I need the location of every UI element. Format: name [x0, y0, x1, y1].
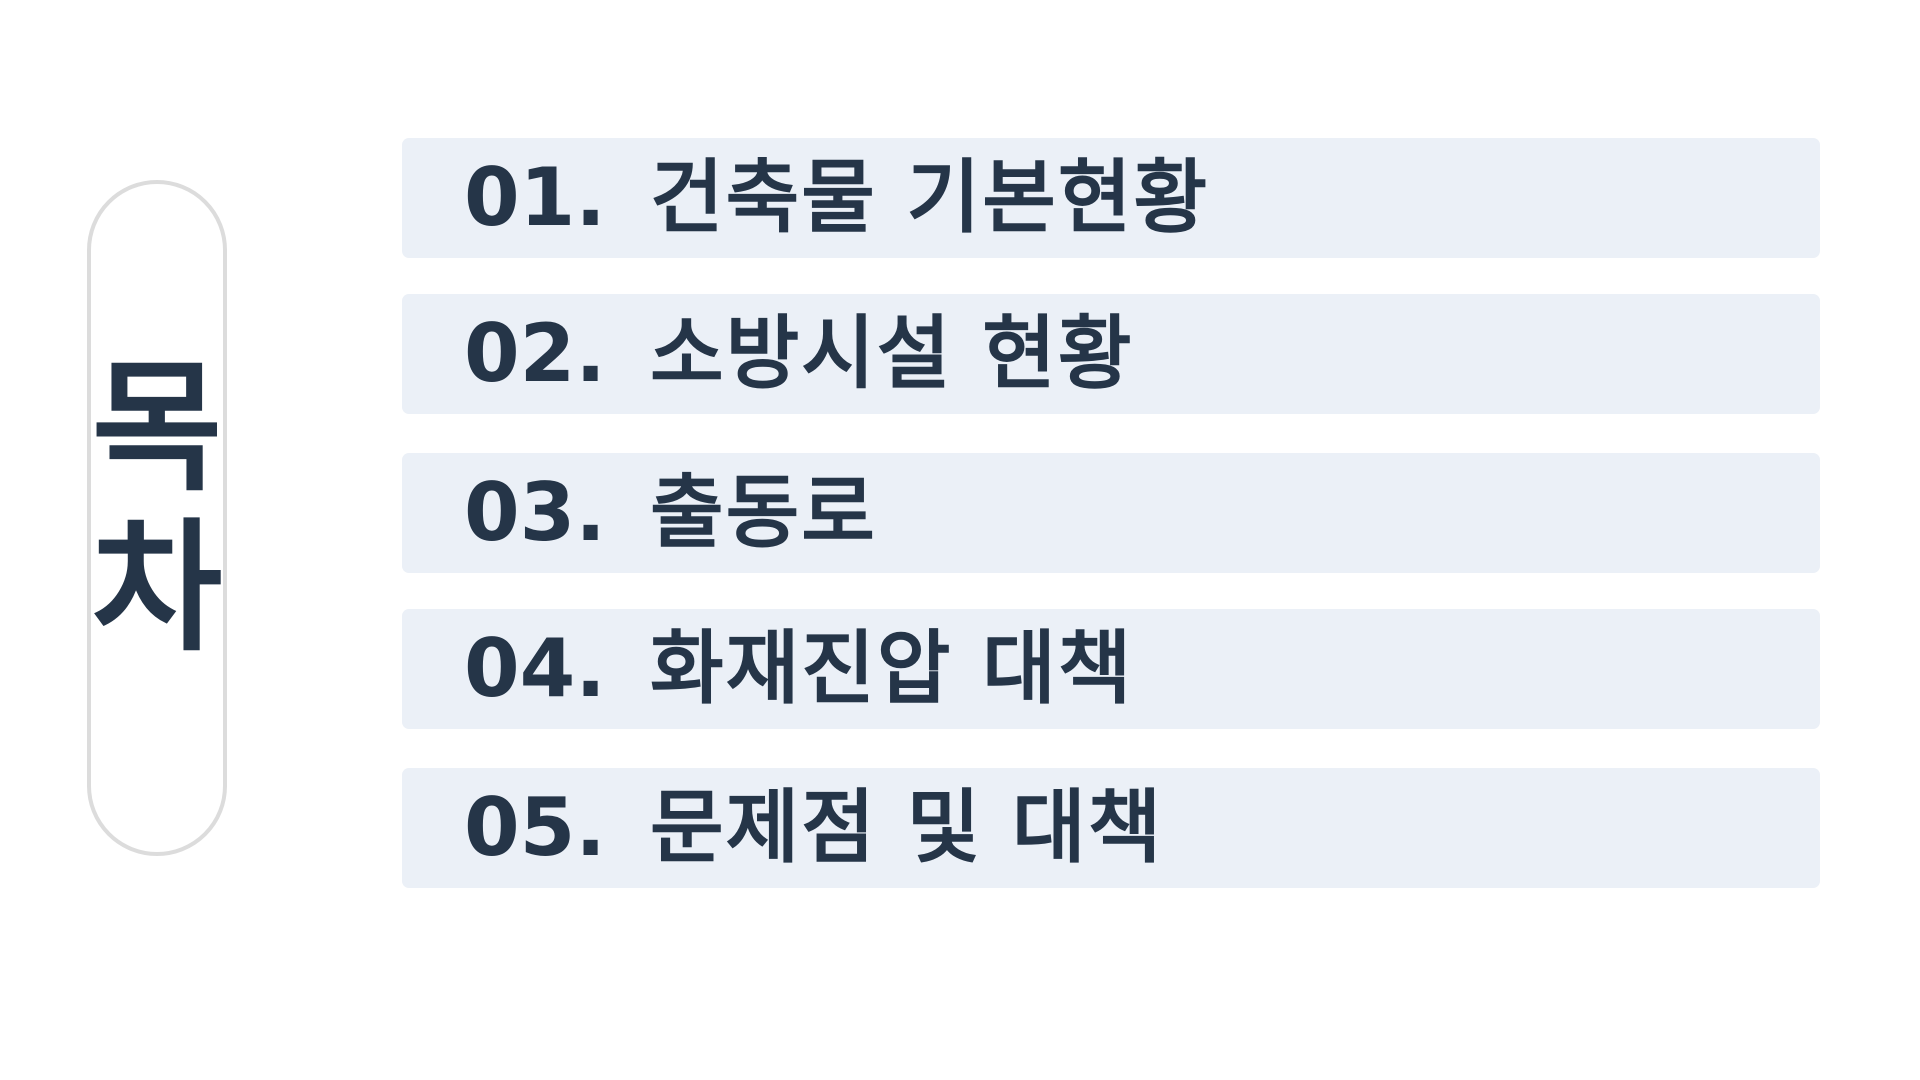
- toc-item-label: 건축물 기본현황: [650, 151, 1210, 244]
- toc-item-number: 05.: [464, 781, 606, 874]
- toc-item-label: 소방시설 현황: [650, 307, 1134, 400]
- toc-item-4[interactable]: 04. 화재진압 대책: [402, 609, 1820, 729]
- toc-item-label: 출동로: [650, 466, 877, 559]
- title-char-2: 차: [91, 506, 223, 671]
- toc-item-3[interactable]: 03. 출동로: [402, 453, 1820, 573]
- toc-item-label: 문제점 및 대책: [650, 781, 1164, 874]
- title-char-1: 목: [91, 346, 223, 511]
- table-of-contents-title-frame: 목 차: [87, 180, 227, 856]
- toc-item-number: 03.: [464, 466, 606, 559]
- toc-item-label: 화재진압 대책: [650, 622, 1134, 715]
- toc-item-number: 04.: [464, 622, 606, 715]
- toc-item-5[interactable]: 05. 문제점 및 대책: [402, 768, 1820, 888]
- toc-item-1[interactable]: 01. 건축물 기본현황: [402, 138, 1820, 258]
- toc-item-number: 02.: [464, 307, 606, 400]
- toc-item-number: 01.: [464, 151, 606, 244]
- toc-item-2[interactable]: 02. 소방시설 현황: [402, 294, 1820, 414]
